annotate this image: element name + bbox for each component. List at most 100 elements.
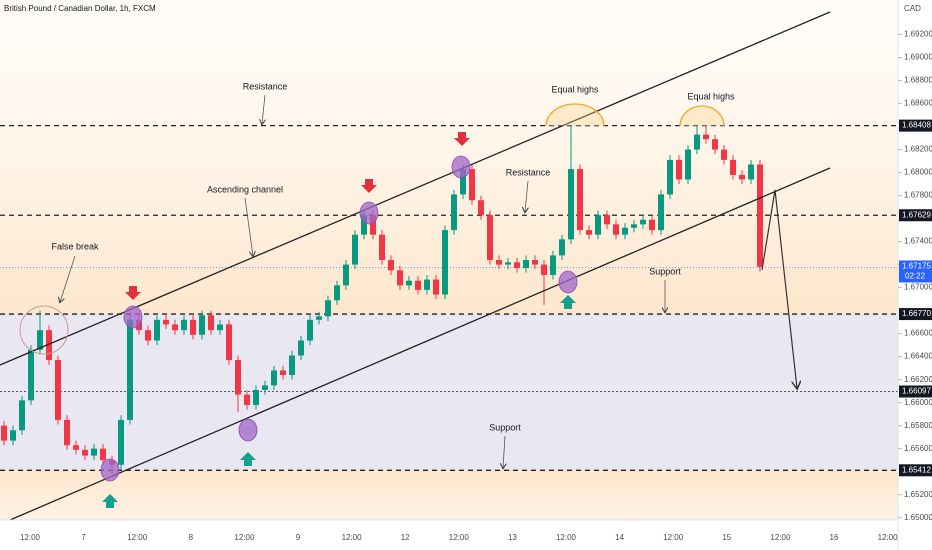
x-tick-label: 14 <box>615 533 624 542</box>
candle-body <box>424 279 430 290</box>
candle-body <box>370 215 376 235</box>
candle-body <box>28 349 34 401</box>
candle-body <box>397 270 403 286</box>
y-tick-label: 1.65000 <box>904 513 932 522</box>
x-tick-label: 12:00 <box>234 533 255 542</box>
axes: 1.69200 1.69000 1.68800 1.68600 1.68200 1.680… <box>20 30 932 542</box>
down-arrow <box>361 179 377 193</box>
y-tick-label: 1.67800 <box>904 191 932 200</box>
equal-highs-arc <box>545 103 605 127</box>
candle-body <box>730 159 736 175</box>
candle-body <box>667 159 673 195</box>
y-tick-label: 1.66000 <box>904 398 932 407</box>
pointer <box>262 94 265 124</box>
candle-body <box>37 330 43 350</box>
y-tick-label: 1.66200 <box>904 375 932 384</box>
candle-body <box>649 219 655 231</box>
y-tick-label: 1.69000 <box>904 53 932 62</box>
annotation: Ascending channel <box>207 184 283 194</box>
candle-body <box>631 224 637 228</box>
y-tick-label: 1.67000 <box>904 283 932 292</box>
candle-body <box>541 264 547 275</box>
pointer <box>60 255 76 302</box>
candle-body <box>55 360 61 420</box>
candle-body <box>100 448 106 461</box>
y-tick-label: 1.69200 <box>904 30 932 39</box>
candle-body <box>343 264 349 286</box>
candle-body <box>487 215 493 260</box>
candle-body <box>307 319 313 341</box>
x-tick-label: 12:00 <box>449 533 470 542</box>
down-arrow <box>454 132 470 146</box>
candle-body <box>217 324 223 331</box>
level-label: 1.68408 <box>902 121 931 130</box>
candle-body <box>703 134 709 140</box>
candle-body <box>685 149 691 180</box>
candle-body <box>532 260 538 265</box>
candle-body <box>226 324 232 361</box>
annotation: Resistance <box>506 167 551 177</box>
level-label: 1.66770 <box>902 309 931 318</box>
candle-body <box>118 419 124 465</box>
y-tick-label: 1.68200 <box>904 145 932 154</box>
candle-body <box>163 319 169 325</box>
x-tick-label: 12:00 <box>663 533 684 542</box>
annotation: Equal highs <box>551 84 599 94</box>
y-tick-label: 1.68600 <box>904 99 932 108</box>
candle-body <box>280 370 286 376</box>
levels <box>0 124 898 471</box>
x-tick-label: 15 <box>722 533 731 542</box>
touch-point <box>451 155 471 179</box>
candle-body <box>559 239 565 256</box>
x-tick-label: 12:00 <box>20 533 41 542</box>
y-tick-label: 1.66400 <box>904 352 932 361</box>
candle-body <box>586 230 592 235</box>
candle-body <box>451 194 457 231</box>
candle-body <box>172 324 178 331</box>
candle-body <box>199 315 205 335</box>
y-tick-label: 1.66600 <box>904 329 932 338</box>
candle-body <box>523 260 529 269</box>
x-tick-label: 12:00 <box>556 533 577 542</box>
level-label-box <box>899 308 932 321</box>
annotation: Support <box>649 266 681 276</box>
candle-body <box>82 449 88 456</box>
candle-body <box>739 174 745 180</box>
false-break-circle <box>19 305 69 355</box>
candle-body <box>316 316 322 320</box>
x-tick-label: 12:00 <box>770 533 791 542</box>
candle-body <box>748 164 754 180</box>
chart-title: British Pound / Canadian Dollar, 1h, FXC… <box>4 4 156 13</box>
annotation: Support <box>489 422 521 432</box>
candle-body <box>388 260 394 271</box>
candle-body <box>190 319 196 335</box>
candle-body <box>271 370 277 386</box>
x-tick-label: 13 <box>508 533 517 542</box>
annotation: False break <box>51 241 99 251</box>
up-arrow <box>102 494 118 508</box>
candle-body <box>721 149 727 160</box>
candle-body <box>595 215 601 235</box>
projection-arrow <box>761 189 797 388</box>
y-tick-label: 1.68800 <box>904 76 932 85</box>
candle-body <box>208 315 214 331</box>
candle-body <box>154 319 160 341</box>
candle-body <box>352 234 358 265</box>
level-label: 1.66097 <box>902 387 931 396</box>
candle-body <box>757 164 763 267</box>
last-price-label: 1.67175 <box>902 262 931 271</box>
candle-body <box>505 262 511 265</box>
drawings <box>0 11 831 521</box>
upper-zone <box>0 0 898 314</box>
candle-body <box>478 200 484 216</box>
candle-body <box>568 169 574 240</box>
candle-body <box>46 330 52 361</box>
y-tick-label: 1.67400 <box>904 237 932 246</box>
x-tick-label: 12:00 <box>127 533 148 542</box>
x-tick-label: 7 <box>81 533 86 542</box>
equal-highs-arc <box>679 105 725 127</box>
candle-body <box>442 230 448 295</box>
candle-body <box>298 340 304 356</box>
level-label-box <box>899 385 932 398</box>
candle-body <box>496 260 502 265</box>
